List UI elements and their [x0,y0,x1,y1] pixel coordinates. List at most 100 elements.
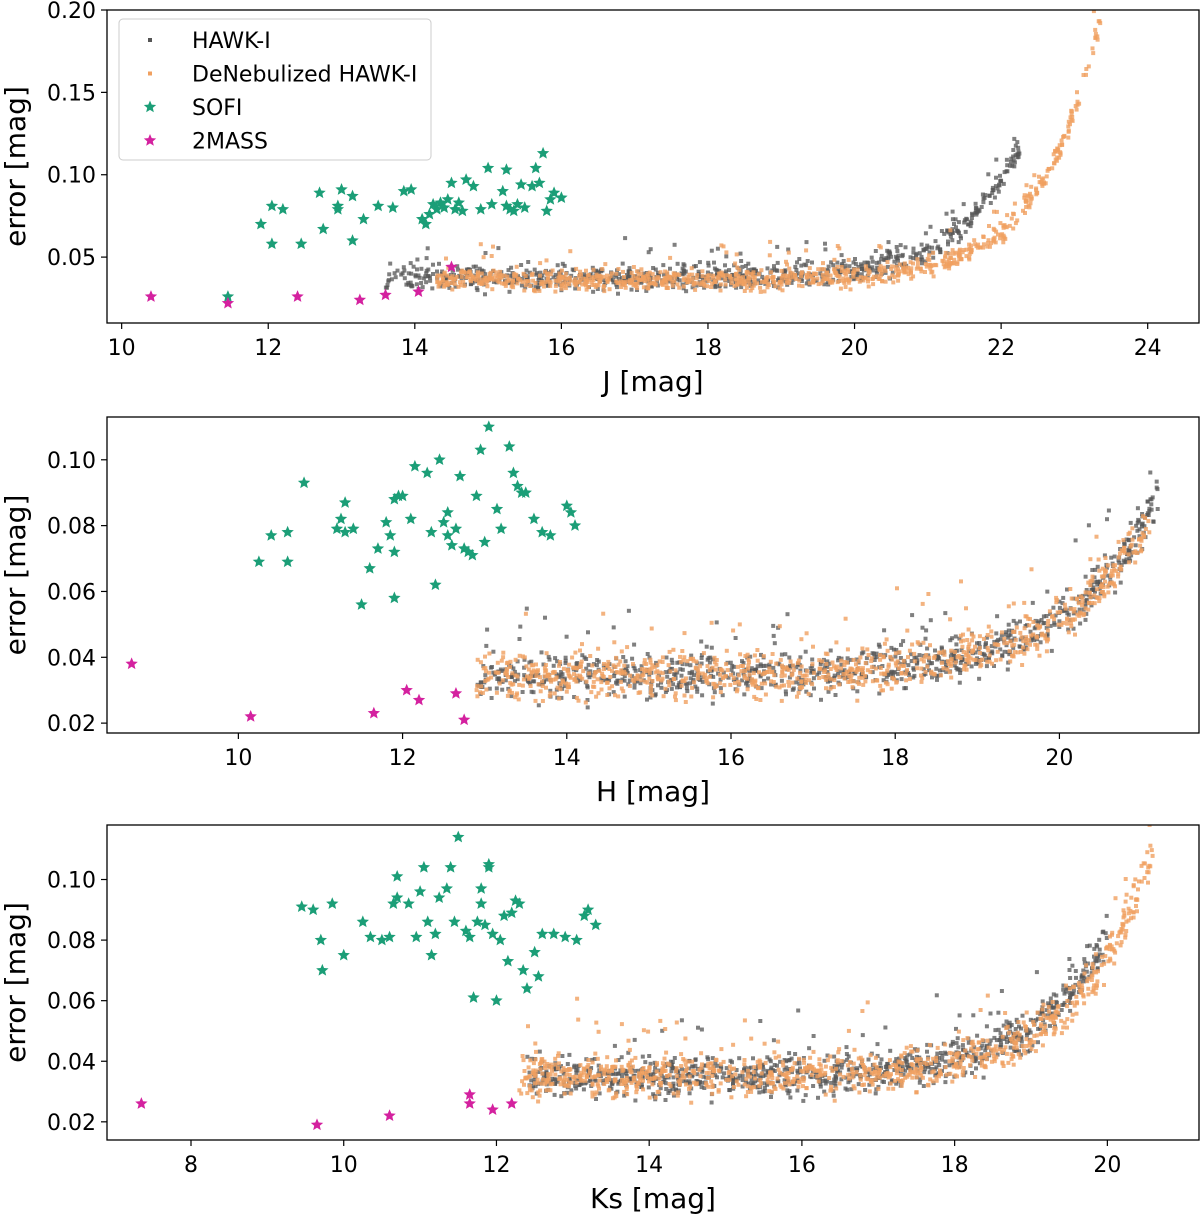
point-denebulized [626,1038,631,1043]
point-hawki [950,636,955,641]
point-denebulized [625,279,630,284]
point-hawki [616,678,621,683]
point-denebulized [895,659,900,664]
point-denebulized [763,681,768,686]
point-hawki [855,274,860,279]
point-hawki [999,989,1004,993]
point-denebulized [533,281,538,285]
point-hawki [1011,148,1016,152]
point-hawki [1128,520,1133,525]
point-hawki [616,276,621,281]
point-denebulized [855,698,860,703]
point-denebulized [862,673,867,678]
point-hawki [756,278,761,283]
point-denebulized [481,277,485,282]
point-hawki [1024,1033,1029,1038]
point-hawki [819,697,823,702]
point-hawki [921,247,926,252]
point-denebulized [765,281,770,286]
point-denebulized [950,1079,955,1084]
point-denebulized [847,278,852,283]
point-hawki [546,283,550,288]
point-hawki [1026,1031,1031,1036]
point-hawki [715,1075,719,1080]
point-denebulized [878,264,883,269]
point-denebulized [639,678,644,683]
point-hawki [1127,548,1131,553]
point-hawki [1019,1026,1023,1031]
point-denebulized [567,662,572,667]
point-denebulized [848,287,853,292]
point-hawki [626,608,631,613]
point-denebulized [505,693,510,698]
point-hawki [755,664,760,669]
point-hawki [996,637,1001,642]
point-hawki [1095,955,1100,960]
point-denebulized [970,638,975,643]
point-denebulized [716,275,721,280]
point-denebulized [832,678,837,683]
point-hawki [794,1061,799,1066]
point-denebulized [990,1047,994,1052]
point-denebulized [949,658,954,663]
point-hawki [586,662,591,667]
point-hawki [885,1062,890,1066]
point-denebulized [955,655,960,660]
point-denebulized [642,661,647,666]
point-denebulized [870,277,875,282]
point-denebulized [799,1068,804,1073]
point-hawki [924,246,929,251]
point-hawki [1019,1039,1024,1044]
point-hawki [1136,517,1141,522]
point-hawki [710,701,715,706]
point-hawki [715,246,720,251]
point-denebulized [919,679,924,684]
point-hawki [749,666,754,671]
point-hawki [500,687,505,692]
point-hawki [1095,564,1100,569]
point-twomass [449,687,463,699]
point-denebulized [769,679,774,684]
point-denebulized [511,279,515,284]
point-denebulized [989,629,994,634]
point-denebulized [682,655,687,660]
point-hawki [503,678,508,683]
point-hawki [923,636,928,641]
point-denebulized [1024,183,1029,188]
point-denebulized [745,687,750,692]
point-denebulized [804,680,809,685]
point-denebulized [839,666,843,671]
point-denebulized [605,663,610,668]
point-hawki [884,1064,889,1069]
point-denebulized [1023,211,1027,215]
point-hawki [958,660,963,665]
point-hawki [775,268,780,273]
point-hawki [734,1068,739,1072]
point-denebulized [811,1049,816,1054]
point-hawki [410,283,415,288]
point-denebulized [875,274,880,279]
point-hawki [623,236,628,241]
point-denebulized [796,658,801,663]
point-hawki [775,1063,779,1068]
point-hawki [1003,632,1008,637]
point-sofi [421,466,434,479]
point-hawki [995,186,1000,191]
point-denebulized [504,661,509,666]
point-hawki [776,278,780,283]
point-hawki [658,1086,663,1091]
point-hawki [1148,470,1153,475]
point-denebulized [961,638,966,643]
point-hawki [538,270,543,275]
point-denebulized [495,660,500,665]
point-hawki [551,275,556,280]
point-hawki [779,652,784,657]
point-denebulized [520,279,525,284]
point-denebulized [613,665,618,669]
point-denebulized [758,1081,763,1086]
point-denebulized [750,682,755,687]
point-hawki [447,285,452,290]
point-denebulized [608,675,613,679]
point-denebulized [1080,600,1085,605]
